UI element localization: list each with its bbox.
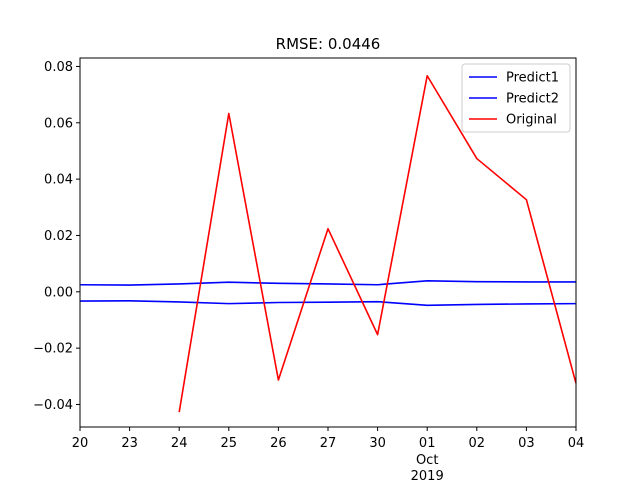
y-tick-label: −0.04 xyxy=(33,398,73,413)
y-axis: −0.04 −0.02 0.00 0.02 0.04 0.06 0.08 xyxy=(33,60,80,413)
plot-lines xyxy=(79,74,577,413)
x-sublabel: Oct xyxy=(416,453,438,468)
series-line-original xyxy=(178,74,577,413)
x-tick-label: 30 xyxy=(369,436,386,451)
legend-label-original: Original xyxy=(506,113,557,128)
x-tick-label: 26 xyxy=(270,436,287,451)
legend-box xyxy=(461,63,571,133)
x-tick-label: 01 xyxy=(419,436,436,451)
series-line-predict1 xyxy=(79,280,576,286)
y-tick-label: 0.00 xyxy=(44,285,73,300)
x-tick-label: 24 xyxy=(171,436,188,451)
x-tick-label: 20 xyxy=(72,436,89,451)
x-tick-label: 04 xyxy=(568,436,585,451)
y-tick-label: 0.08 xyxy=(44,60,73,75)
y-tick-label: 0.04 xyxy=(44,173,73,188)
y-tick-label: 0.06 xyxy=(44,116,73,131)
x-tick-label: 23 xyxy=(121,436,138,451)
x-tick-label: 02 xyxy=(469,436,486,451)
x-sublabel: 2019 xyxy=(411,469,444,480)
y-tick-label: 0.02 xyxy=(44,229,73,244)
x-tick-label: 25 xyxy=(221,436,238,451)
y-tick-label: −0.02 xyxy=(33,342,73,357)
legend-label-predict1: Predict1 xyxy=(506,71,559,86)
x-tick-label: 03 xyxy=(518,436,535,451)
x-tick-label: 27 xyxy=(320,436,337,451)
chart-title: RMSE: 0.0446 xyxy=(276,35,381,53)
legend: Predict1 Predict2 Original xyxy=(461,63,571,133)
series-line-predict2 xyxy=(79,300,577,307)
legend-label-predict2: Predict2 xyxy=(506,92,559,107)
